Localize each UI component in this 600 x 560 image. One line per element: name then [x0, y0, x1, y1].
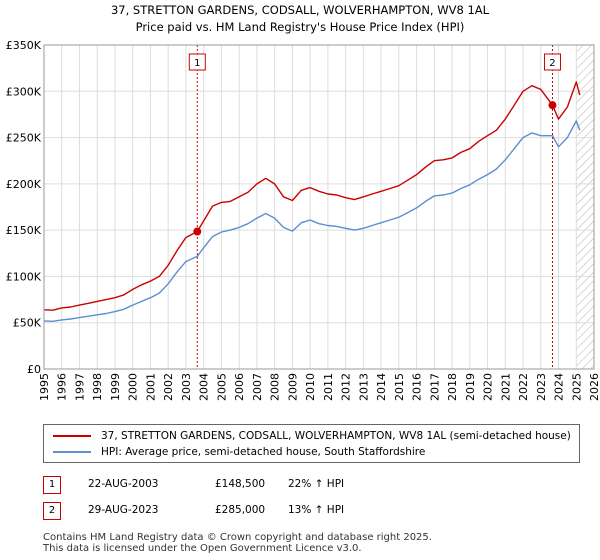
x-tick-label: 2003 [180, 373, 193, 401]
sale-price: £148,500 [215, 478, 266, 490]
x-tick-label: 2006 [233, 373, 246, 401]
x-tick-label: 2026 [588, 373, 600, 401]
sale-number-badge: 1 [43, 476, 61, 494]
sale-point [548, 101, 557, 110]
x-tick-label: 2023 [535, 373, 548, 401]
x-tick-label: 2024 [553, 373, 566, 401]
chart-subtitle: Price paid vs. HM Land Registry's House … [136, 20, 465, 34]
x-tick-label: 2007 [251, 373, 264, 401]
x-tick-label: 2005 [215, 373, 228, 401]
x-tick-label: 2002 [162, 373, 175, 401]
sale-marker-box [188, 53, 206, 71]
sale-hpi-change: 13% ↑ HPI [288, 504, 345, 516]
footer-line-1: Contains HM Land Registry data © Crown c… [43, 532, 432, 543]
footer-line-2: This data is licensed under the Open Gov… [43, 543, 362, 554]
y-tick-label: £250K [6, 132, 42, 145]
footer-attribution: Contains HM Land Registry data © Crown c… [43, 532, 583, 554]
x-tick-label: 2009 [286, 373, 299, 401]
sale-number-badge: 2 [43, 502, 61, 520]
x-tick-label: 2025 [570, 373, 583, 401]
series-line-hpi [43, 120, 581, 322]
x-tick-label: 2014 [375, 373, 388, 401]
x-tick-label: 1997 [73, 373, 86, 401]
series-line-property [43, 81, 581, 311]
x-tick-label: 1996 [56, 373, 69, 401]
x-tick-label: 2016 [411, 373, 424, 401]
sale-marker-box [543, 53, 561, 71]
x-tick-label: 2018 [446, 373, 459, 401]
y-tick-label: £100K [6, 270, 42, 283]
x-tick-label: 2008 [269, 373, 282, 401]
x-tick-label: 2021 [499, 373, 512, 401]
legend: 37, STRETTON GARDENS, CODSALL, WOLVERHAM… [43, 424, 580, 463]
y-tick-label: £350K [6, 39, 42, 52]
y-tick-label: £300K [6, 85, 42, 98]
sale-point [193, 227, 202, 236]
legend-swatch-property [53, 435, 91, 437]
plot-area [44, 45, 594, 369]
x-tick-label: 2000 [127, 373, 140, 401]
sale-hpi-change: 22% ↑ HPI [288, 478, 345, 490]
sales-table: 1 22-AUG-2003 £148,500 22% ↑ HPI 2 29-AU… [43, 476, 578, 528]
sale-row: 2 29-AUG-2023 £285,000 13% ↑ HPI [43, 502, 578, 528]
x-tick-label: 2020 [482, 373, 495, 401]
x-tick-label: 2015 [393, 373, 406, 401]
x-tick-label: 2004 [198, 373, 211, 401]
x-tick-label: 2001 [144, 373, 157, 401]
y-tick-label: £50K [13, 317, 42, 330]
price-chart: 37, STRETTON GARDENS, CODSALL, WOLVERHAM… [6, 3, 600, 401]
x-tick-label: 2019 [464, 373, 477, 401]
x-tick-label: 2013 [357, 373, 370, 401]
x-tick-label: 2010 [304, 373, 317, 401]
x-tick-label: 1995 [38, 373, 51, 401]
y-tick-label: £150K [6, 224, 42, 237]
y-tick-label: £0 [27, 363, 41, 376]
sale-marker-label: 1 [194, 58, 200, 69]
forecast-hatch [576, 45, 594, 369]
sale-price: £285,000 [215, 504, 266, 516]
sale-date: 29-AUG-2023 [88, 504, 159, 516]
legend-label-property: 37, STRETTON GARDENS, CODSALL, WOLVERHAM… [101, 430, 571, 442]
sale-row: 1 22-AUG-2003 £148,500 22% ↑ HPI [43, 476, 578, 502]
legend-label-hpi: HPI: Average price, semi-detached house,… [101, 446, 426, 458]
y-tick-label: £200K [6, 178, 42, 191]
x-tick-label: 1999 [109, 373, 122, 401]
x-tick-label: 1998 [91, 373, 104, 401]
legend-swatch-hpi [53, 451, 91, 453]
x-tick-label: 2011 [322, 373, 335, 401]
x-tick-label: 2022 [517, 373, 530, 401]
x-tick-label: 2017 [428, 373, 441, 401]
chart-title: 37, STRETTON GARDENS, CODSALL, WOLVERHAM… [111, 3, 490, 17]
plot-border [43, 44, 595, 370]
sale-marker-label: 2 [549, 58, 555, 69]
x-tick-label: 2012 [340, 373, 353, 401]
sale-date: 22-AUG-2003 [88, 478, 159, 490]
